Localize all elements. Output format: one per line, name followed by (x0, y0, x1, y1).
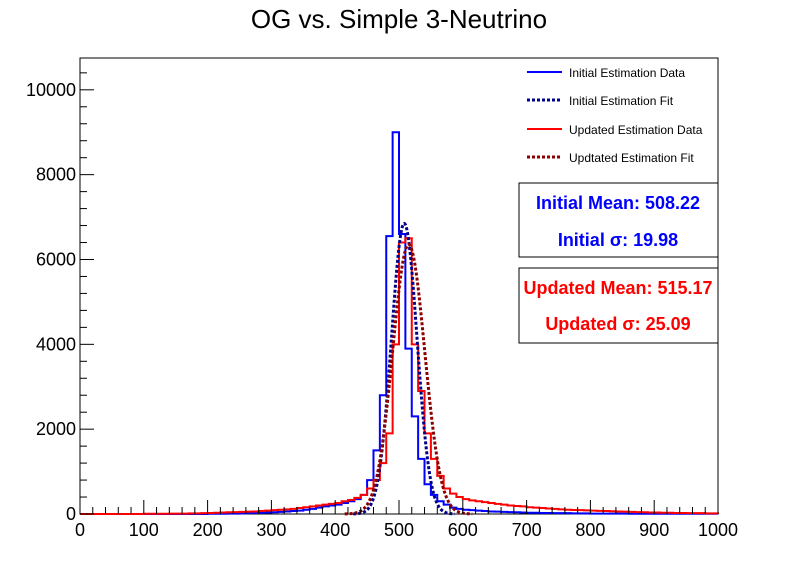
x-tick-label: 200 (193, 520, 223, 540)
stats-box-updated: Updated Mean: 515.17 Updated σ: 25.09 (518, 267, 719, 344)
legend-item-updated-data: Updated Estimation Data (527, 123, 703, 137)
x-tick-label: 400 (320, 520, 350, 540)
y-tick-label: 10000 (26, 80, 76, 100)
x-tick-label: 600 (448, 520, 478, 540)
y-tick-label: 4000 (36, 334, 76, 354)
series-updated-data-step (80, 237, 719, 515)
stats-box-updated-frame (518, 267, 719, 344)
legend-item-initial-fit: Initial Estimation Fit (527, 94, 674, 108)
y-tick-label: 2000 (36, 419, 76, 439)
x-tick-label: 700 (512, 520, 542, 540)
axis-layer: 0 100 200 300 400 500 600 700 800 900 100002000400… (26, 72, 738, 540)
x-tick-label: 800 (575, 520, 605, 540)
legend-label-initial-fit: Initial Estimation Fit (569, 94, 674, 108)
plot-area: 0 100 200 300 400 500 600 700 800 900 100002000400… (26, 57, 738, 540)
y-tick-label: 8000 (36, 165, 76, 185)
legend-label-updated-fit: Updtated Estimation Fit (569, 151, 694, 165)
legend-item-updated-fit: Updtated Estimation Fit (527, 151, 694, 165)
x-tick-label: 500 (384, 520, 414, 540)
initial-mean-text: Initial Mean: 508.22 (536, 193, 700, 213)
updated-sigma-text: Updated σ: 25.09 (545, 314, 690, 334)
updated-mean-text: Updated Mean: 515.17 (523, 278, 712, 298)
x-tick-label: 100 (129, 520, 159, 540)
legend-label-initial-data: Initial Estimation Data (569, 66, 685, 80)
series-updated-fit-curve (344, 243, 473, 516)
series-layer (80, 131, 719, 516)
stats-box-initial: Initial Mean: 508.22 Initial σ: 19.98 (518, 182, 719, 258)
chart-title: OG vs. Simple 3-Neutrino (251, 4, 547, 34)
legend-label-updated-data: Updated Estimation Data (569, 123, 703, 137)
x-tick-label: 0 (75, 520, 85, 540)
initial-sigma-text: Initial σ: 19.98 (558, 230, 678, 250)
legend: Initial Estimation Data Initial Estimati… (527, 66, 703, 165)
x-tick-label: 1000 (698, 520, 738, 540)
x-tick-label: 900 (639, 520, 669, 540)
y-tick-label: 6000 (36, 249, 76, 269)
y-tick-label: 0 (66, 504, 76, 524)
stats-box-initial-frame (518, 182, 719, 258)
series-initial-fit-curve (353, 221, 455, 516)
legend-item-initial-data: Initial Estimation Data (527, 66, 685, 80)
x-tick-label: 300 (256, 520, 286, 540)
series-initial-data-step (80, 131, 719, 515)
